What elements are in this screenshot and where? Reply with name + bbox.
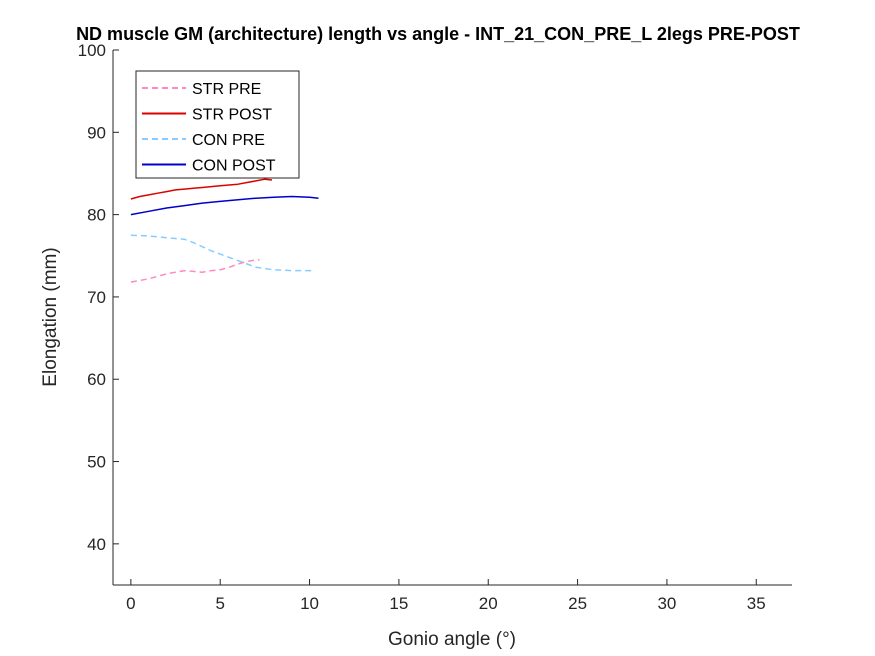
series-line-con-post xyxy=(130,195,319,216)
y-tick-label: 60 xyxy=(87,370,106,389)
legend-entry-label: CON PRE xyxy=(192,132,265,149)
y-tick-label: 50 xyxy=(87,453,106,472)
x-tick-label: 30 xyxy=(657,594,676,613)
y-tick-label: 80 xyxy=(87,206,106,225)
chart-title: ND muscle GM (architecture) length vs an… xyxy=(76,24,800,44)
legend: STR PRE STR POST CON PRE CON POST xyxy=(135,70,300,179)
y-tick-label: 70 xyxy=(87,288,106,307)
series-line-con-pre xyxy=(130,234,315,272)
x-tick-label: 25 xyxy=(568,594,587,613)
x-tick-label: 5 xyxy=(215,594,224,613)
legend-items: STR PRE STR POST CON PRE CON POST xyxy=(142,81,276,175)
y-ticks: 40 50 60 70 80 90 100 xyxy=(78,41,119,554)
x-tick-label: 35 xyxy=(747,594,766,613)
x-ticks: 0 5 10 15 20 25 30 35 xyxy=(126,579,766,613)
x-tick-label: 10 xyxy=(300,594,319,613)
series-layer xyxy=(130,178,319,283)
y-axis-label: Elongation (mm) xyxy=(40,247,61,386)
legend-entry-label: STR POST xyxy=(192,107,272,124)
series-line-str-pre xyxy=(130,259,260,283)
x-tick-label: 15 xyxy=(389,594,408,613)
series-line-str-post xyxy=(130,178,273,200)
y-tick-label: 90 xyxy=(87,123,106,142)
legend-entry-label: STR PRE xyxy=(192,81,261,98)
y-tick-label: 40 xyxy=(87,535,106,554)
x-tick-label: 0 xyxy=(126,594,135,613)
x-axis-label: Gonio angle (°) xyxy=(388,629,516,650)
legend-entry-label: CON POST xyxy=(192,158,276,175)
x-tick-label: 20 xyxy=(479,594,498,613)
y-tick-label: 100 xyxy=(78,41,106,60)
